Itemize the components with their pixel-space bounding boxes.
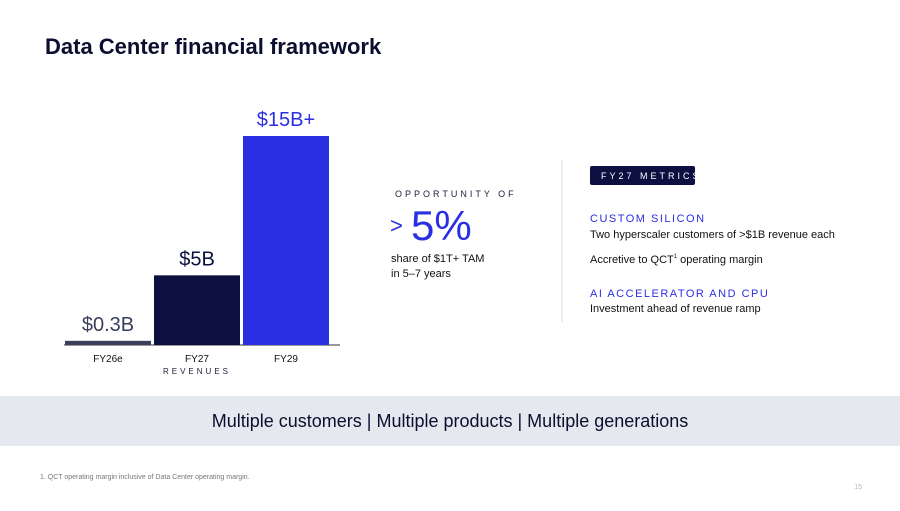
value-label: $0.3B [82,314,134,336]
opportunity-label: OPPORTUNITY OF [395,189,517,199]
title: Data Center financial framework [45,34,382,59]
metric-item: Accretive to QCT1 operating margin [590,254,763,266]
superscript: 1 [674,254,678,260]
bar [65,340,151,345]
metric-item-text: Investment ahead of revenue ramp [590,303,761,315]
banner [0,396,900,446]
metric-item: Investment ahead of revenue ramp [590,303,761,315]
bar [154,275,240,345]
opportunity-desc: share of $1T+ TAM [391,253,484,265]
metric-heading: CUSTOM SILICON [590,213,706,225]
value-label: $15B+ [257,109,315,131]
value-label: $5B [179,248,215,270]
opportunity-desc: in 5–7 years [391,268,451,280]
x-tick-label: FY27 [185,354,209,365]
metric-item-text: Accretive to QCT [590,254,674,266]
x-tick-label: FY26e [93,354,123,365]
x-axis-label: REVENUES [163,367,231,376]
badge [590,166,695,185]
badge-text: FY27 METRICS [601,171,702,181]
metric-item: Two hyperscaler customers of >$1B revenu… [590,229,835,241]
opportunity-value: 5% [411,202,472,249]
footnote: 1. QCT operating margin inclusive of Dat… [40,474,250,481]
opportunity-prefix: > [390,213,403,238]
bar [243,136,329,345]
metric-item-text: Two hyperscaler customers of >$1B revenu… [590,229,835,241]
metric-heading: AI ACCELERATOR AND CPU [590,288,769,300]
x-tick-label: FY29 [274,354,298,365]
metric-item-text: operating margin [677,254,763,266]
page-number: 15 [854,484,862,491]
banner-text: Multiple customers | Multiple products |… [212,411,689,431]
